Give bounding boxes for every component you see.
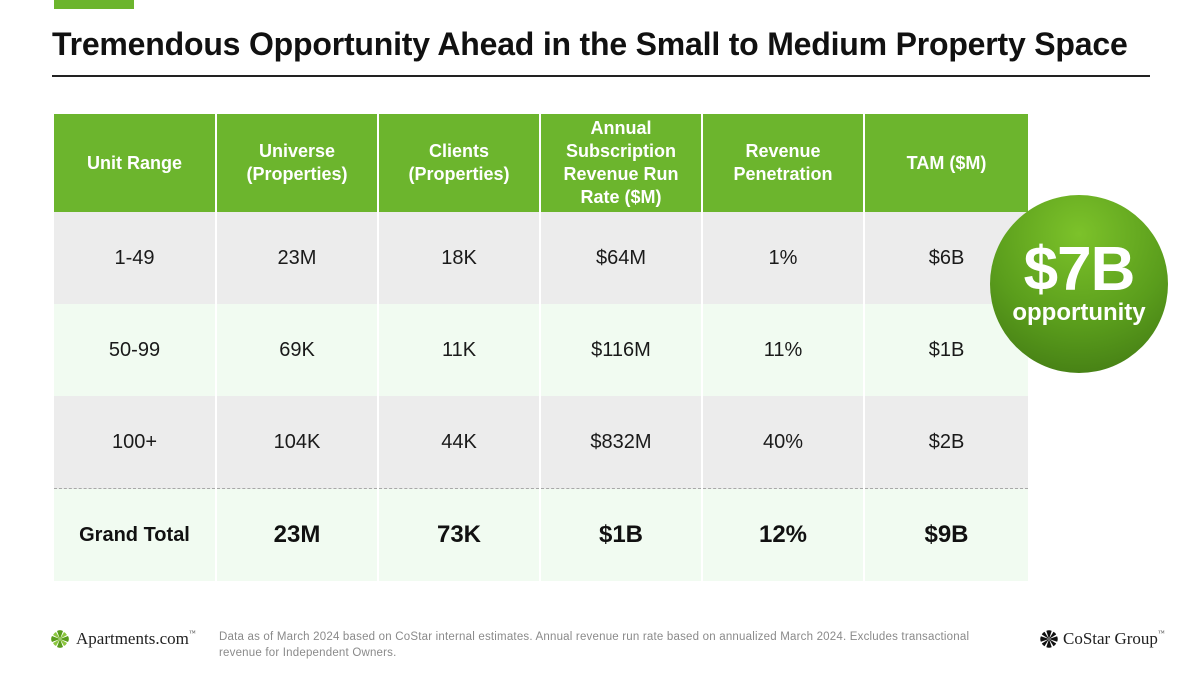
data-table: Unit Range Universe (Properties) Clients… [54,114,1028,581]
table-row: 100+ 104K 44K $832M 40% $2B [54,396,1028,489]
table-row: 1-49 23M 18K $64M 1% $6B [54,212,1028,304]
cell-revenue-penetration: 40% [701,396,865,489]
header-universe: Universe (Properties) [215,114,379,212]
total-revenue-run-rate: $1B [539,488,703,581]
cell-universe: 23M [215,212,379,304]
header-revenue-penetration: Revenue Penetration [701,114,865,212]
total-label: Grand Total [54,488,217,581]
costar-logo: CoStar Group™ [1040,628,1165,650]
cell-unit-range: 1-49 [54,212,217,304]
cell-unit-range: 50-99 [54,304,217,396]
cell-revenue-run-rate: $64M [539,212,703,304]
total-clients: 73K [377,488,541,581]
footnote: Data as of March 2024 based on CoStar in… [219,631,970,659]
total-revenue-penetration: 12% [701,488,865,581]
cell-clients: 18K [377,212,541,304]
apartments-logo: Apartments.com™ [50,628,196,650]
badge-amount: $7B [1023,235,1136,304]
cell-clients: 11K [377,304,541,396]
header-unit-range: Unit Range [54,114,217,212]
costar-logo-icon [1040,630,1058,648]
title-divider [52,75,1150,77]
apartments-logo-text: Apartments.com™ [76,629,196,648]
cell-universe: 104K [215,396,379,489]
header-row: Unit Range Universe (Properties) Clients… [54,114,1028,212]
cell-tam: $2B [863,396,1028,489]
apartments-logo-icon [51,630,69,648]
cell-universe: 69K [215,304,379,396]
opportunity-badge: $7B opportunity [990,195,1168,373]
cell-revenue-penetration: 11% [701,304,865,396]
badge-label: opportunity [1012,299,1146,326]
costar-logo-text: CoStar Group™ [1063,629,1165,648]
accent-bar [54,0,134,9]
cell-clients: 44K [377,396,541,489]
total-tam: $9B [863,488,1028,581]
cell-revenue-penetration: 1% [701,212,865,304]
table-row: 50-99 69K 11K $116M 11% $1B [54,304,1028,396]
cell-revenue-run-rate: $116M [539,304,703,396]
cell-revenue-run-rate: $832M [539,396,703,489]
header-revenue-run-rate: Annual Subscription Revenue Run Rate ($M… [539,114,703,212]
page-title: Tremendous Opportunity Ahead in the Smal… [52,26,1128,62]
header-tam: TAM ($M) [863,114,1028,212]
header-clients: Clients (Properties) [377,114,541,212]
cell-unit-range: 100+ [54,396,217,489]
grand-total-row: Grand Total 23M 73K $1B 12% $9B [54,488,1028,581]
total-universe: 23M [215,488,379,581]
